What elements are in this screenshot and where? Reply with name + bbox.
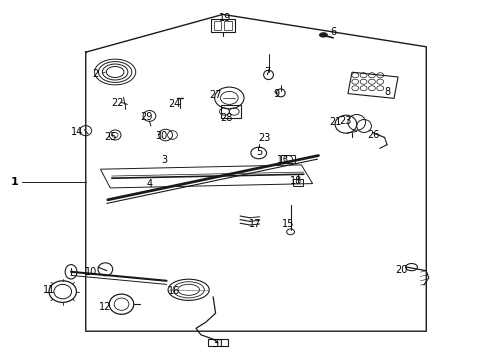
Bar	[293, 179, 303, 186]
Text: 31: 31	[212, 339, 224, 349]
Text: 29: 29	[140, 112, 152, 122]
Bar	[211, 19, 235, 32]
Text: 12: 12	[99, 302, 112, 312]
Text: 4: 4	[147, 179, 152, 189]
Text: 8: 8	[384, 87, 390, 97]
Text: 15: 15	[282, 219, 294, 229]
Bar	[214, 21, 221, 30]
Text: 3: 3	[161, 155, 167, 165]
Text: 23: 23	[339, 116, 352, 126]
Text: 1: 1	[11, 177, 19, 187]
Text: 5: 5	[257, 147, 263, 157]
Ellipse shape	[319, 33, 327, 37]
Text: 24: 24	[168, 99, 180, 109]
Text: 13: 13	[277, 155, 289, 165]
Text: 23: 23	[258, 133, 271, 143]
Bar	[281, 155, 295, 163]
Bar	[224, 21, 232, 30]
Text: 19: 19	[220, 13, 232, 23]
Text: 14: 14	[71, 127, 83, 138]
Text: 28: 28	[220, 113, 233, 123]
Text: 7: 7	[264, 67, 270, 77]
Text: 6: 6	[330, 27, 336, 37]
Bar	[348, 72, 398, 98]
Text: 11: 11	[43, 285, 55, 295]
Text: 16: 16	[168, 286, 180, 296]
Text: 10: 10	[84, 267, 97, 277]
Text: 20: 20	[395, 265, 408, 275]
Text: 21: 21	[329, 117, 342, 127]
Text: 25: 25	[104, 132, 117, 142]
Bar	[208, 339, 228, 346]
Text: 26: 26	[367, 130, 380, 140]
Text: 18: 18	[290, 176, 303, 186]
Text: 9: 9	[274, 89, 280, 99]
Text: 30: 30	[156, 131, 168, 141]
Text: 22: 22	[111, 98, 124, 108]
Bar	[220, 105, 241, 118]
Text: 2: 2	[93, 69, 98, 79]
Text: 27: 27	[209, 90, 222, 100]
Text: 17: 17	[248, 219, 261, 229]
